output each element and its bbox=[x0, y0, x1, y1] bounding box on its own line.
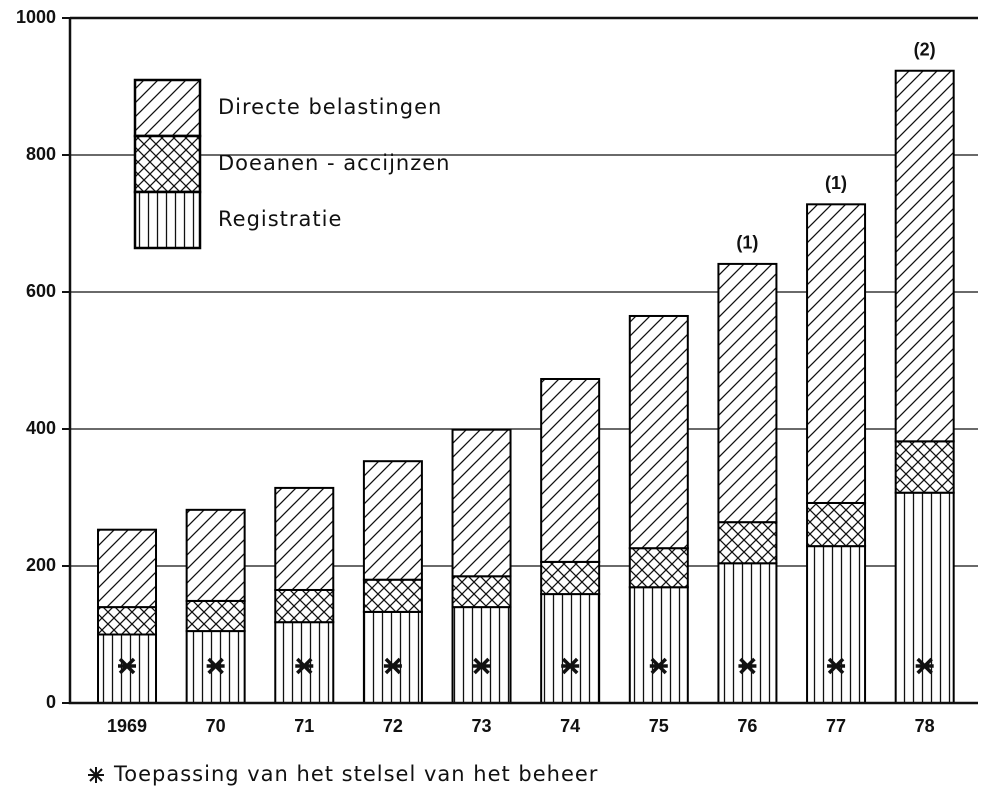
footnote-star bbox=[88, 767, 104, 783]
x-tick-label: 77 bbox=[826, 716, 846, 736]
bar-segment bbox=[628, 547, 689, 589]
footnote: Toepassing van het stelsel van het behee… bbox=[88, 762, 598, 786]
y-tick-label: 0 bbox=[46, 692, 56, 712]
bar-segment bbox=[806, 545, 867, 705]
bar-segment bbox=[185, 508, 246, 602]
bar-segment bbox=[717, 521, 778, 565]
bar-segment bbox=[97, 633, 158, 704]
bar-segment bbox=[717, 562, 778, 705]
annotation: (2) bbox=[914, 39, 936, 59]
x-tick-label: 78 bbox=[915, 716, 935, 736]
legend-swatch bbox=[133, 134, 202, 194]
star-marker bbox=[295, 657, 314, 675]
star-marker bbox=[383, 657, 402, 675]
star-marker bbox=[206, 657, 225, 675]
legend-label: Doeanen - accijnzen bbox=[218, 151, 450, 175]
bar-segment bbox=[362, 578, 423, 613]
star-marker bbox=[915, 657, 934, 675]
x-tick-label: 70 bbox=[206, 716, 226, 736]
bar-segment bbox=[451, 606, 512, 704]
bar-segment bbox=[274, 486, 335, 591]
bar-segment bbox=[717, 262, 778, 524]
y-tick-label: 600 bbox=[26, 281, 56, 301]
x-tick-label: 71 bbox=[294, 716, 314, 736]
bar-segment bbox=[451, 575, 512, 609]
star-marker bbox=[827, 657, 846, 675]
annotation: (1) bbox=[825, 173, 847, 193]
legend-label: Registratie bbox=[218, 207, 342, 231]
y-tick-label: 400 bbox=[26, 418, 56, 438]
bars bbox=[97, 69, 955, 705]
x-tick-label: 72 bbox=[383, 716, 403, 736]
bar-segment bbox=[806, 203, 867, 504]
y-tick-label: 800 bbox=[26, 144, 56, 164]
bar-segment bbox=[97, 606, 158, 636]
bar-segment bbox=[540, 377, 601, 563]
footnote-text: Toepassing van het stelsel van het behee… bbox=[113, 762, 598, 786]
x-tick-label: 76 bbox=[737, 716, 757, 736]
bar-segment bbox=[894, 491, 955, 704]
x-tick-label: 75 bbox=[649, 716, 669, 736]
bar-segment bbox=[451, 428, 512, 578]
star-marker bbox=[561, 657, 580, 675]
star-marker bbox=[118, 657, 137, 675]
y-tick-label: 1000 bbox=[16, 7, 56, 27]
bar-segment bbox=[894, 440, 955, 494]
bar-segment bbox=[540, 593, 601, 705]
star-marker bbox=[738, 657, 757, 675]
annotation: (1) bbox=[736, 233, 758, 253]
bar-segment bbox=[628, 314, 689, 550]
bar-segment bbox=[806, 501, 867, 548]
bar-segment bbox=[894, 69, 955, 443]
x-tick-label: 73 bbox=[472, 716, 492, 736]
bar-segment bbox=[628, 586, 689, 704]
legend-label: Directe belastingen bbox=[218, 95, 442, 119]
x-tick-label: 74 bbox=[560, 716, 580, 736]
bar-segment bbox=[274, 621, 335, 704]
bar-segment bbox=[540, 560, 601, 596]
legend-swatch bbox=[133, 190, 202, 250]
y-tick-label: 200 bbox=[26, 555, 56, 575]
x-tick-label: 1969 bbox=[107, 716, 147, 736]
star-marker bbox=[472, 657, 491, 675]
star-marker bbox=[649, 657, 668, 675]
bar-segment bbox=[362, 460, 423, 581]
legend-swatch bbox=[133, 78, 202, 138]
bar-segment bbox=[185, 599, 246, 633]
bar-segment bbox=[362, 610, 423, 705]
bar-segment bbox=[274, 588, 335, 624]
bar-segment bbox=[97, 528, 158, 609]
